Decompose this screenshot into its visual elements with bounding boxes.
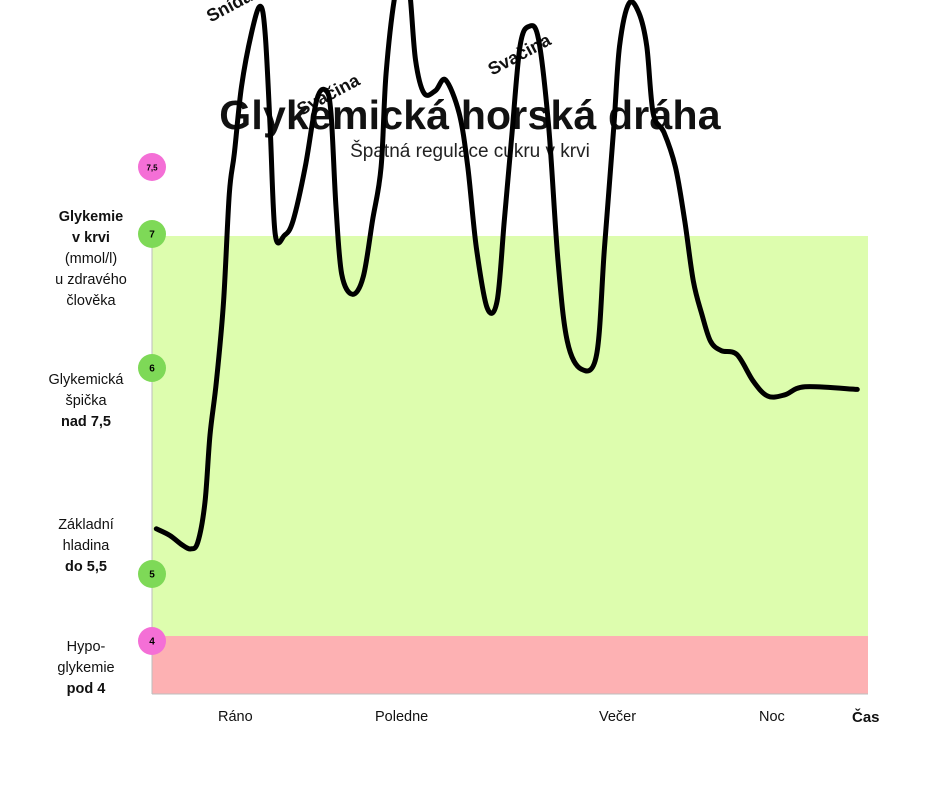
y-axis-label: Glykemie v krvi (mmol/l) u zdravého člov…	[30, 207, 152, 312]
y-axis-label-line: (mmol/l)	[64, 251, 118, 267]
band-label-line: pod 4	[66, 681, 106, 697]
glucose-series-line	[153, 0, 860, 552]
y-axis-label-line: v krvi	[72, 230, 110, 246]
zone-layer	[152, 236, 868, 694]
y-axis-label-line: člověka	[66, 293, 116, 309]
band-label-line: Hypo-	[66, 639, 106, 655]
y-marker-label: 6	[149, 364, 155, 375]
y-axis-label-line: u zdravého	[55, 272, 127, 288]
band-label-base: Základní hladina do 5,5	[34, 515, 138, 578]
y-marker-label: 5	[149, 570, 155, 581]
band-label-line: glykemie	[57, 660, 115, 676]
band-label-line: Základní	[58, 517, 114, 533]
x-tick-label: Poledne	[375, 709, 429, 725]
y-marker-dot	[138, 560, 166, 588]
y-marker-dot	[138, 627, 166, 655]
y-axis-label-line: Glykemie	[58, 209, 124, 225]
annotation-layer: SnídaněSvačinaObědSvačinaVečeře	[203, 0, 555, 120]
band-label-hypo: Hypo- glykemie pod 4	[34, 637, 138, 700]
x-tick-label: Večer	[599, 709, 637, 725]
band-label-spike: Glykemická špička nad 7,5	[34, 370, 138, 433]
x-tick-label: Noc	[759, 709, 785, 725]
zone-low	[152, 636, 868, 694]
chart-title: Glykemická horská dráha	[219, 92, 721, 138]
x-axis-title: Čas	[852, 709, 880, 726]
y-marker-layer: 7,5 7 6 5 4	[138, 153, 166, 655]
y-marker-label: 7	[149, 230, 155, 241]
band-label-line: špička	[65, 393, 107, 409]
zone-normal	[152, 236, 868, 636]
band-label-line: Glykemická	[48, 372, 124, 388]
series-layer	[153, 0, 860, 552]
y-marker-dot	[138, 153, 166, 181]
y-marker-dot	[138, 354, 166, 382]
band-label-line: nad 7,5	[61, 414, 111, 430]
x-tick-label: Ráno	[218, 709, 253, 725]
axes-layer	[151, 236, 868, 695]
band-label-line: hladina	[62, 538, 110, 554]
y-marker-dot	[138, 220, 166, 248]
y-marker-label: 7,5	[146, 164, 158, 173]
chart-subtitle: Špatná regulace cukru v krvi	[350, 141, 590, 162]
band-label-line: do 5,5	[65, 559, 107, 575]
y-marker-label: 4	[149, 637, 155, 648]
